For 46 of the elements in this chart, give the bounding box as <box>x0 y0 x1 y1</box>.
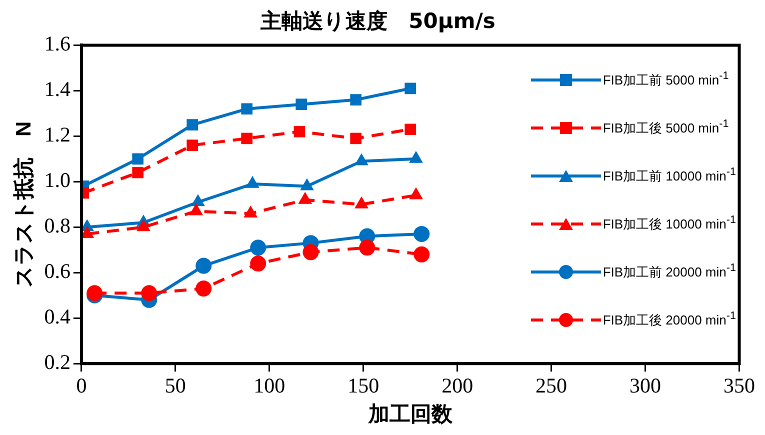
point <box>414 226 430 242</box>
y-tick-label: 0.2 <box>44 350 70 374</box>
point <box>414 246 430 262</box>
point <box>186 140 198 151</box>
point <box>241 103 252 115</box>
point <box>141 285 158 302</box>
point <box>296 98 307 110</box>
point <box>404 124 416 136</box>
legend-label: FIB加工後 10000 min$^{-1}$ <box>602 214 736 234</box>
legend-label: FIB加工前 5000 min$^{-1}$ <box>602 70 729 90</box>
x-tick-label: 100 <box>254 374 286 398</box>
y-tick-label: 0.8 <box>44 214 70 238</box>
legend-label: FIB加工後 20000 min$^{-1}$ <box>602 310 736 330</box>
point <box>250 256 266 272</box>
point <box>294 126 306 138</box>
x-tick-label: 0 <box>76 374 87 398</box>
x-axis-title: 加工回数 <box>367 403 454 426</box>
point <box>132 166 144 178</box>
point <box>196 258 212 274</box>
y-tick-label: 1.4 <box>44 77 71 102</box>
x-tick-label: 200 <box>442 374 474 398</box>
point <box>404 82 416 94</box>
y-axis-title: スラスト抵抗 N <box>12 121 36 288</box>
x-tick-label: 350 <box>724 374 755 398</box>
legend-label: FIB加工前 10000 min$^{-1}$ <box>602 166 736 186</box>
legend-label: FIB加工前 20000 min$^{-1}$ <box>602 262 736 282</box>
x-tick-label: 50 <box>164 374 186 398</box>
point <box>302 244 319 260</box>
point <box>241 132 252 144</box>
y-tick-label: 0.6 <box>44 259 70 284</box>
point <box>250 240 266 256</box>
y-tick-label: 1.0 <box>44 168 70 192</box>
x-tick-label: 250 <box>536 374 568 398</box>
y-tick-label: 1.6 <box>44 32 70 56</box>
y-tick-label: 0.4 <box>44 304 71 329</box>
legend-label: FIB加工後 5000 min$^{-1}$ <box>602 118 729 138</box>
point <box>196 280 212 297</box>
point <box>359 240 376 256</box>
x-tick-label: 300 <box>630 374 662 398</box>
point <box>186 119 198 130</box>
point <box>132 153 144 165</box>
x-tick-label: 150 <box>348 374 380 398</box>
y-tick-label: 1.2 <box>44 122 70 147</box>
chart-title: 主軸送り速度 50μm/s <box>260 9 496 34</box>
point <box>350 132 362 144</box>
point <box>350 94 362 106</box>
